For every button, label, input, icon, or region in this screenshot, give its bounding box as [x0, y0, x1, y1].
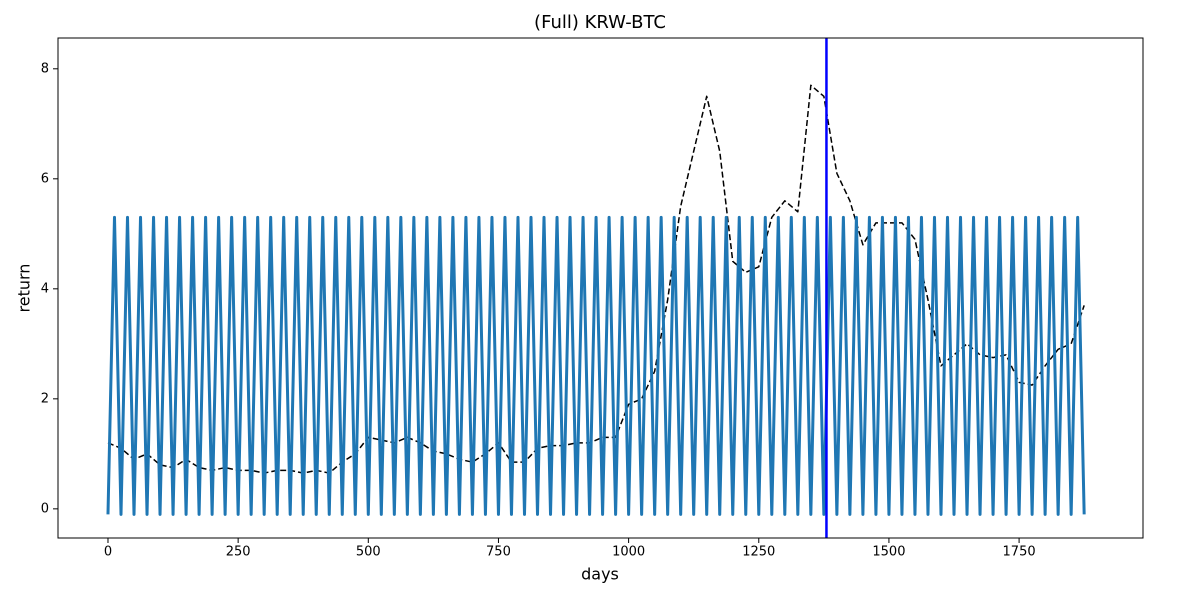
x-tick-label: 0 — [104, 545, 112, 560]
x-tick-label: 1250 — [742, 545, 775, 560]
y-tick-label: 6 — [41, 171, 49, 186]
x-tick-label: 1500 — [872, 545, 905, 560]
x-axis-label: days — [581, 565, 619, 584]
x-tick-label: 1000 — [612, 545, 645, 560]
chart-title: (Full) KRW-BTC — [534, 12, 666, 33]
x-tick-label: 1750 — [1003, 545, 1036, 560]
x-tick-label: 750 — [486, 545, 511, 560]
x-tick-label: 250 — [226, 545, 251, 560]
y-tick-label: 2 — [41, 391, 49, 406]
x-tick-label: 500 — [356, 545, 381, 560]
y-tick-label: 0 — [41, 501, 49, 516]
y-tick-label: 8 — [41, 61, 49, 76]
plot-frame — [57, 37, 1144, 539]
series-line — [106, 215, 1086, 516]
y-tick-label: 4 — [41, 281, 49, 296]
y-axis-label: return — [15, 264, 34, 313]
